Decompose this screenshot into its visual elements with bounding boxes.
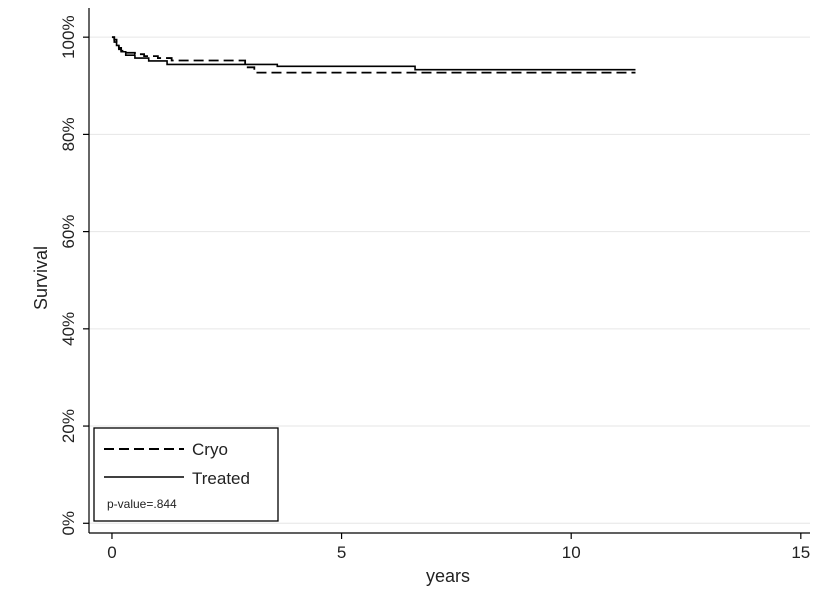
y-tick-label-1: 20% [59,409,78,443]
series-line-treated [111,36,636,71]
series-lines [111,36,636,74]
x-axis-title: years [426,566,470,586]
y-tick-label-5: 100% [59,15,78,58]
x-tick-label-3: 15 [791,543,810,562]
p-value-annotation: p-value=.844 [107,497,177,511]
legend: Cryo Treated p-value=.844 [93,427,279,522]
y-axis-title: Survival [31,246,51,310]
y-tick-label-4: 80% [59,117,78,151]
legend-label-cryo: Cryo [192,440,228,459]
y-tick-label-3: 60% [59,215,78,249]
gridlines [89,36,810,524]
y-tick-label-0: 0% [59,511,78,536]
series-line-cryo [111,36,636,74]
y-tick-label-2: 40% [59,312,78,346]
legend-box [93,427,279,522]
x-tick-label-2: 10 [562,543,581,562]
axes: 0% 20% 40% 60% 80% 100% 0 5 10 15 [59,8,810,562]
legend-label-treated: Treated [192,469,250,488]
x-tick-label-1: 5 [337,543,346,562]
x-tick-label-0: 0 [107,543,116,562]
